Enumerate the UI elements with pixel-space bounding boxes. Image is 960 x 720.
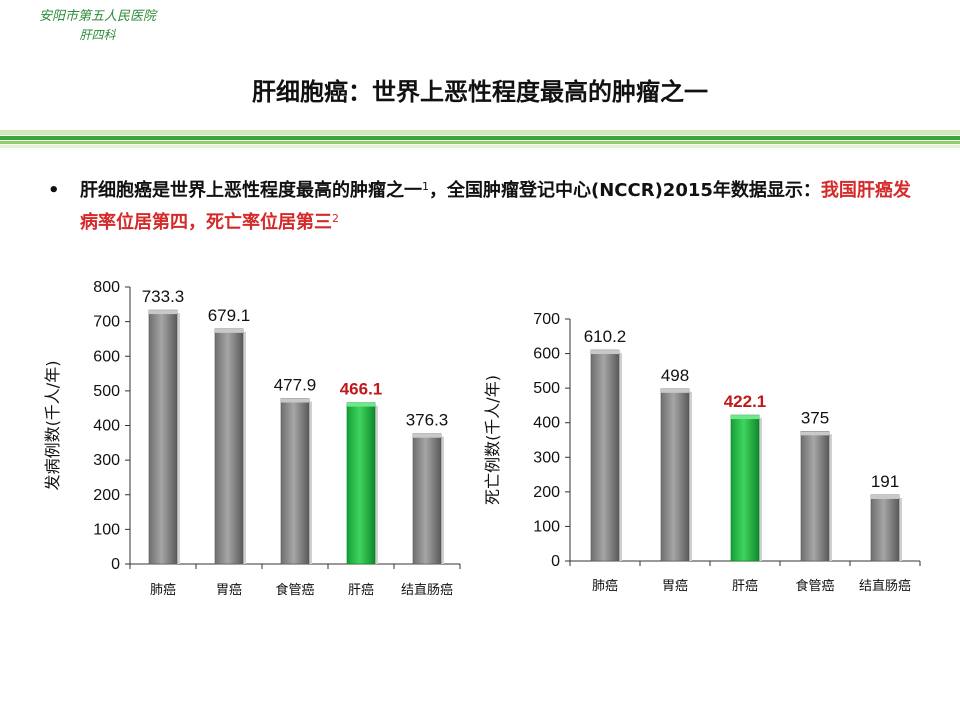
data-label: 191 bbox=[871, 472, 899, 491]
y-tick-label: 700 bbox=[93, 314, 120, 331]
reference-2: 2 bbox=[332, 212, 339, 225]
data-label: 679.1 bbox=[208, 306, 251, 325]
y-tick-label: 400 bbox=[93, 418, 120, 435]
y-tick-label: 700 bbox=[533, 311, 560, 328]
category-label: 肺癌 bbox=[150, 582, 176, 598]
bar-top-cap bbox=[801, 431, 829, 436]
bar-胃癌 bbox=[214, 328, 244, 565]
hospital-logo: 安阳市第五人民医院 肝四科 bbox=[10, 8, 185, 44]
y-axis-label: 死亡例数(千人/年) bbox=[483, 375, 502, 505]
data-label: 422.1 bbox=[724, 392, 767, 411]
y-tick-label: 300 bbox=[533, 449, 560, 466]
logo-line-2: 肝四科 bbox=[79, 28, 116, 42]
y-tick-label: 400 bbox=[533, 415, 560, 432]
y-tick-label: 600 bbox=[533, 346, 560, 363]
data-label: 498 bbox=[661, 366, 689, 385]
bar-top-cap bbox=[731, 415, 759, 420]
bar-肺癌 bbox=[590, 349, 620, 562]
category-label: 肝癌 bbox=[732, 578, 758, 594]
data-label: 376.3 bbox=[406, 411, 449, 430]
slide-title: 肝细胞癌：世界上恶性程度最高的肿瘤之一 bbox=[252, 78, 708, 106]
y-tick-label: 800 bbox=[93, 279, 120, 296]
bullet-text: 肝细胞癌是世界上恶性程度最高的肿瘤之一1，全国肿瘤登记中心(NCCR)2015年… bbox=[80, 175, 928, 239]
bar-top-cap bbox=[661, 388, 689, 393]
category-label: 肝癌 bbox=[348, 582, 374, 598]
bar-食管癌 bbox=[280, 398, 310, 565]
category-label: 结直肠癌 bbox=[401, 582, 453, 598]
bar-结直肠癌 bbox=[412, 433, 442, 565]
y-tick-label: 0 bbox=[111, 556, 120, 573]
y-tick-label: 100 bbox=[93, 521, 120, 538]
bar-肝癌 bbox=[730, 414, 760, 562]
data-label: 477.9 bbox=[274, 376, 317, 395]
category-label: 胃癌 bbox=[216, 582, 242, 598]
category-label: 胃癌 bbox=[662, 578, 688, 594]
bar-top-cap bbox=[871, 494, 899, 499]
bar-top-cap bbox=[281, 398, 309, 403]
category-label: 结直肠癌 bbox=[859, 578, 911, 594]
y-tick-label: 600 bbox=[93, 348, 120, 365]
reference-1: 1 bbox=[422, 180, 429, 193]
data-label: 466.1 bbox=[340, 380, 383, 399]
bullet-text-b: ，全国肿瘤登记中心(NCCR)2015年数据显示： bbox=[429, 180, 821, 201]
y-tick-label: 500 bbox=[93, 383, 120, 400]
category-label: 食管癌 bbox=[275, 582, 314, 598]
y-tick-label: 200 bbox=[93, 487, 120, 504]
bar-胃癌 bbox=[660, 388, 690, 562]
bar-top-cap bbox=[591, 350, 619, 355]
bar-top-cap bbox=[149, 310, 177, 315]
y-tick-label: 300 bbox=[93, 452, 120, 469]
data-label: 375 bbox=[801, 408, 829, 427]
y-axis-label: 发病例数(千人/年) bbox=[43, 361, 62, 491]
bullet-symbol: • bbox=[48, 180, 60, 201]
bar-top-cap bbox=[413, 433, 441, 438]
mortality-bar-chart: 0 100 200 300 400 500 600 700 死亡例数(千人/年) 610.2 肺癌 4… bbox=[483, 311, 921, 594]
data-label: 610.2 bbox=[584, 327, 627, 346]
y-tick-label: 100 bbox=[533, 518, 560, 535]
data-label: 733.3 bbox=[142, 287, 185, 306]
category-label: 肺癌 bbox=[592, 578, 618, 594]
bar-top-cap bbox=[347, 402, 375, 407]
bullet-text-a: 肝细胞癌是世界上恶性程度最高的肿瘤之一 bbox=[80, 180, 422, 201]
y-tick-label: 0 bbox=[551, 553, 560, 570]
y-tick-label: 200 bbox=[533, 484, 560, 501]
decorative-green-bands bbox=[0, 130, 960, 148]
incidence-bar-chart: 0 100 200 300 400 500 600 700 800 发病例数(千人/年) 733.3… bbox=[43, 279, 461, 598]
bullet-text-highlight: 我国肝癌发病率位居第四，死亡率位居第三 bbox=[80, 180, 911, 233]
category-label: 食管癌 bbox=[795, 578, 834, 594]
bar-结直肠癌 bbox=[870, 494, 900, 562]
bar-食管癌 bbox=[800, 431, 830, 562]
y-tick-label: 500 bbox=[533, 380, 560, 397]
bar-肝癌 bbox=[346, 402, 376, 565]
bar-top-cap bbox=[215, 328, 243, 333]
bar-肺癌 bbox=[148, 309, 178, 565]
logo-line-1: 安阳市第五人民医院 bbox=[38, 9, 156, 24]
